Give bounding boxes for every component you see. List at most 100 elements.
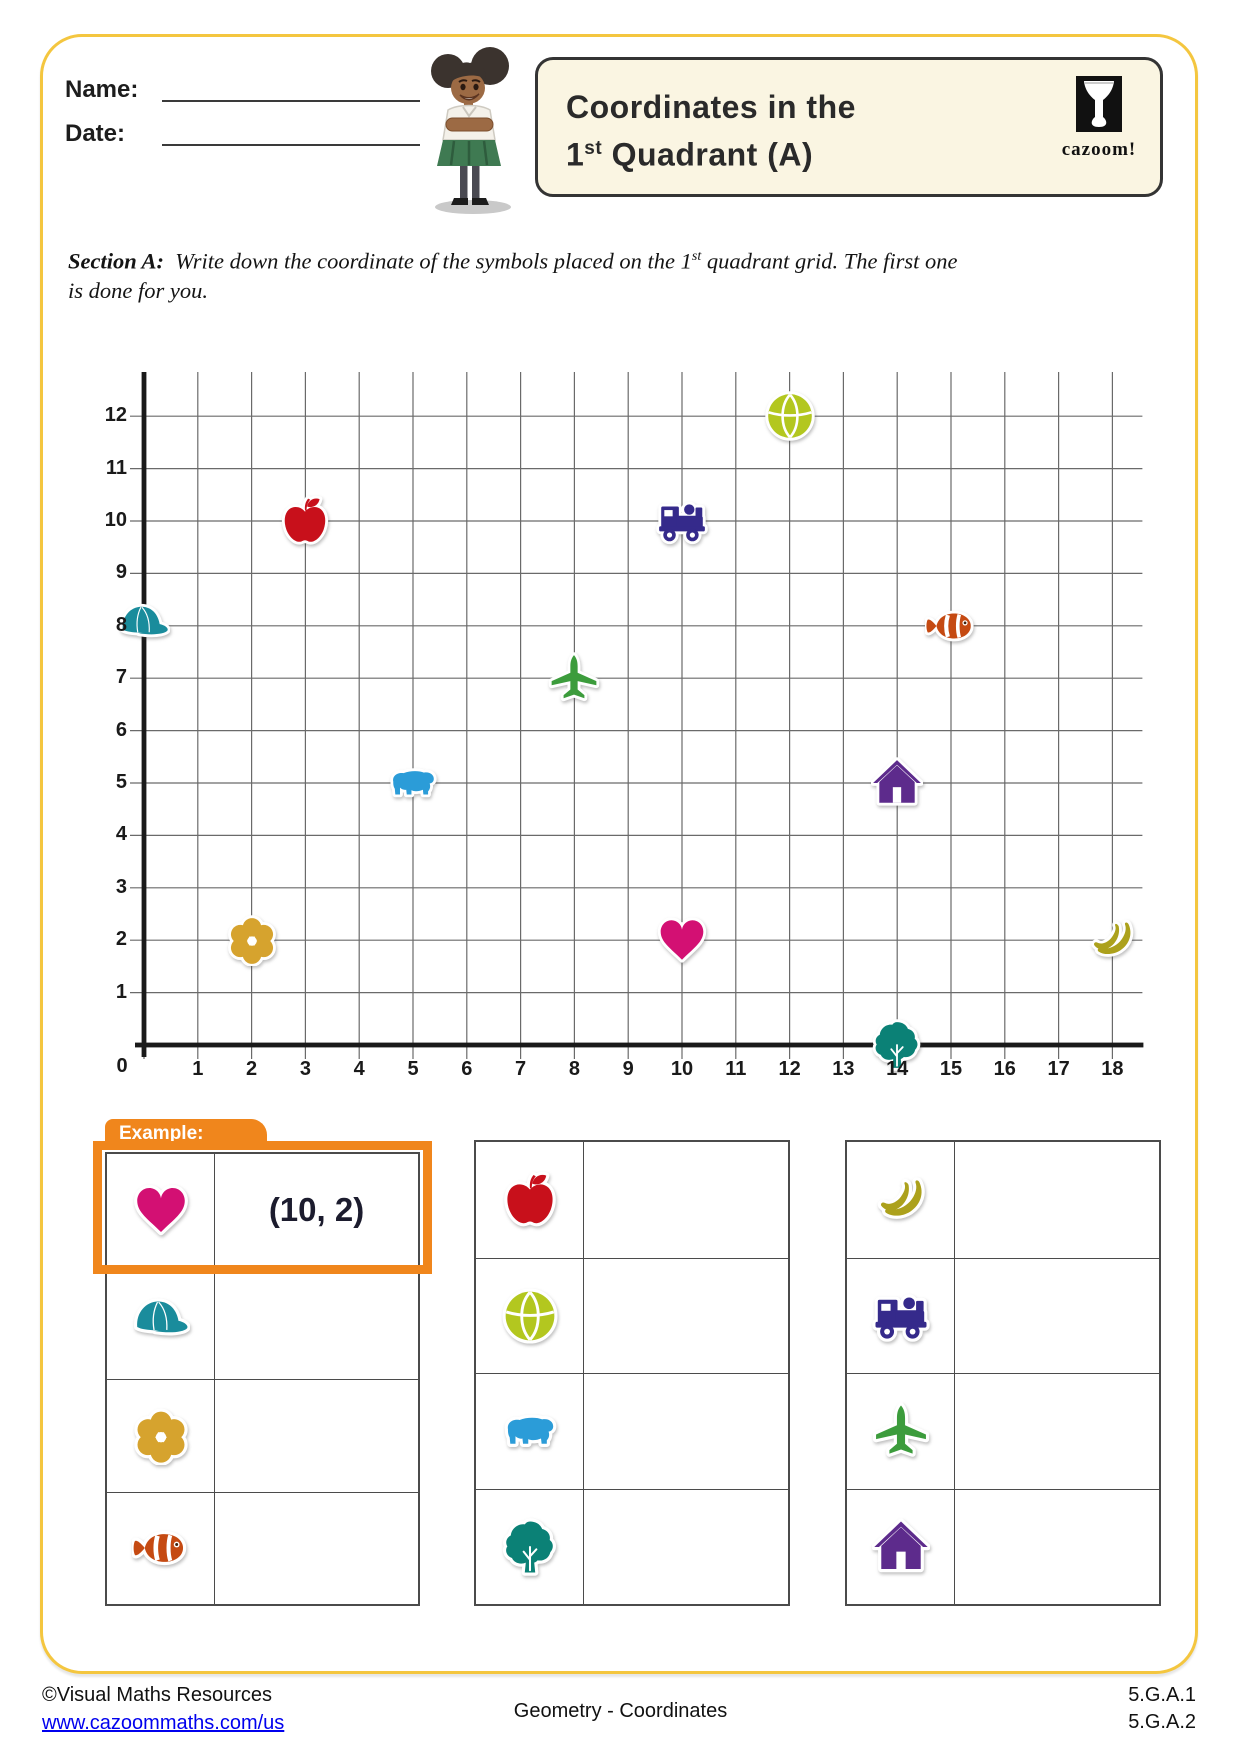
flower-cell-icon	[107, 1380, 215, 1492]
y-axis-tick-4: 4	[115, 823, 127, 846]
cazoom-logo: cazoom!	[1060, 76, 1138, 161]
heart-cell-icon	[107, 1154, 215, 1267]
table-row-fish	[107, 1491, 418, 1605]
table-row-heart: (10, 2)	[107, 1154, 418, 1267]
tree-icon	[872, 1019, 921, 1071]
fish-cell-icon	[107, 1492, 215, 1604]
airplane-icon	[872, 1402, 929, 1458]
train-cell-icon	[847, 1258, 955, 1373]
x-axis-tick-16: 16	[993, 1058, 1016, 1080]
footer-standards: 5.G.A.1 5.G.A.2	[1128, 1682, 1196, 1736]
grid-lines	[130, 372, 1144, 1059]
x-axis-tick-9: 9	[622, 1058, 634, 1080]
banana-icon	[1091, 919, 1134, 958]
answer-cell-basketball[interactable]	[584, 1259, 788, 1374]
table-row-apple	[476, 1142, 788, 1258]
table-row-airplane	[847, 1373, 1159, 1489]
cap-icon	[133, 1298, 190, 1336]
house-icon	[870, 757, 924, 806]
x-axis-tick-15: 15	[939, 1058, 963, 1080]
table-row-flower	[107, 1379, 418, 1492]
apple-cell-icon	[476, 1142, 584, 1258]
answer-cell-banana[interactable]	[955, 1142, 1159, 1258]
airplane-cell-icon	[847, 1374, 955, 1489]
y-axis-tick-8: 8	[115, 613, 127, 636]
tree-sticker	[871, 1019, 923, 1071]
answer-cell-train[interactable]	[955, 1259, 1159, 1374]
x-axis-tick-3: 3	[299, 1058, 311, 1080]
cazoom-logo-text: cazoom!	[1061, 139, 1137, 160]
flower-sticker	[226, 914, 278, 967]
answer-table-1: (10, 2)	[105, 1152, 420, 1606]
table-row-bear	[476, 1373, 788, 1489]
x-axis-tick-7: 7	[515, 1058, 527, 1080]
answer-cell-apple[interactable]	[584, 1142, 788, 1258]
apple-icon	[503, 1171, 556, 1227]
x-axis-tick-6: 6	[461, 1058, 473, 1080]
answer-cell-fish[interactable]	[215, 1493, 418, 1605]
banana-sticker	[1086, 914, 1138, 966]
answer-cell-tree[interactable]	[584, 1490, 788, 1605]
house-cell-icon	[847, 1489, 955, 1604]
tree-icon	[502, 1518, 556, 1576]
footer-copyright: ©Visual Maths Resources	[42, 1684, 273, 1706]
basketball-icon	[501, 1288, 558, 1344]
banana-icon	[877, 1177, 925, 1219]
fish-sticker	[923, 600, 977, 652]
answer-cell-heart[interactable]: (10, 2)	[268, 1191, 365, 1229]
answer-cell-cap[interactable]	[215, 1268, 418, 1380]
train-icon	[656, 501, 708, 545]
x-axis-tick-18: 18	[1101, 1058, 1124, 1080]
worksheet-title: Coordinates in the 1st Quadrant (A)	[566, 89, 856, 173]
heart-icon	[657, 917, 707, 963]
y-axis-tick-9: 9	[115, 561, 127, 584]
x-axis-tick-1: 1	[192, 1058, 204, 1080]
cap-icon	[119, 603, 171, 637]
y-axis-tick-5: 5	[115, 771, 127, 793]
section-a-instruction: Section A: Write down the coordinate of …	[68, 248, 958, 303]
basketball-icon	[764, 391, 815, 441]
answer-cell-flower[interactable]	[215, 1380, 418, 1492]
bear-cell-icon	[476, 1374, 584, 1489]
basketball-sticker	[764, 390, 816, 442]
table-row-house	[847, 1488, 1159, 1605]
flower-icon	[133, 1408, 188, 1465]
x-axis-tick-14: 14	[886, 1058, 909, 1080]
answer-cell-house[interactable]	[955, 1490, 1159, 1605]
date-input-line[interactable]	[162, 144, 420, 146]
table-row-tree	[476, 1488, 788, 1605]
table-row-basketball	[476, 1257, 788, 1374]
flower-icon	[227, 915, 276, 967]
date-label: Date:	[65, 120, 126, 147]
cazoom-drum-icon	[1076, 76, 1122, 132]
x-axis-tick-8: 8	[568, 1058, 580, 1080]
x-axis-tick-0: 0	[116, 1055, 128, 1077]
cap-sticker	[118, 600, 171, 652]
standard-code-1: 5.G.A.1	[1128, 1684, 1196, 1706]
bear-icon	[504, 1414, 556, 1448]
footer-link[interactable]: www.cazoommaths.com/us	[42, 1712, 285, 1734]
name-input-line[interactable]	[162, 100, 420, 102]
apple-sticker	[279, 495, 331, 547]
table-row-cap	[107, 1266, 418, 1380]
airplane-icon	[549, 652, 600, 702]
y-axis-tick-10: 10	[104, 509, 127, 531]
name-label: Name:	[65, 76, 139, 103]
x-axis-tick-10: 10	[670, 1058, 694, 1080]
x-axis-tick-17: 17	[1047, 1058, 1070, 1080]
fish-icon	[131, 1531, 186, 1566]
student-character-illustration	[418, 46, 528, 216]
answer-cell-bear[interactable]	[584, 1374, 788, 1489]
train-sticker	[656, 495, 708, 547]
x-axis-tick-13: 13	[832, 1058, 855, 1080]
answer-cell-airplane[interactable]	[955, 1374, 1159, 1489]
x-axis-tick-12: 12	[778, 1058, 801, 1080]
house-sticker	[870, 757, 924, 809]
example-tab: Example:	[105, 1119, 267, 1149]
x-axis-tick-11: 11	[725, 1058, 747, 1080]
bear-sticker	[387, 757, 439, 809]
footer-topic: Geometry - Coordinates	[513, 1700, 728, 1722]
basketball-cell-icon	[476, 1258, 584, 1373]
bear-icon	[390, 768, 437, 798]
airplane-sticker	[548, 652, 600, 704]
